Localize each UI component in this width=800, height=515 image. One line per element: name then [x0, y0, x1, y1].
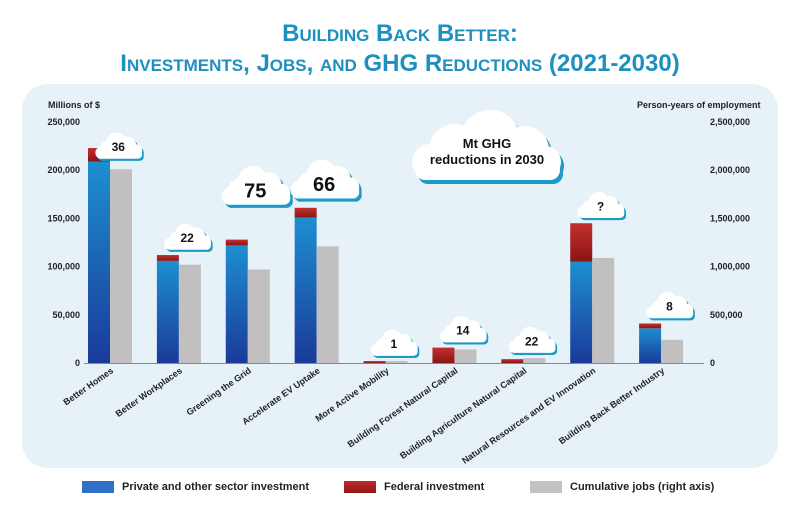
legend-jobs: Cumulative jobs (right axis)	[530, 478, 714, 496]
bar-private-0	[88, 161, 110, 363]
bar-jobs-0	[110, 169, 132, 363]
right-tick-label: 2,000,000	[710, 165, 750, 175]
ghg-cloud-2: 75	[221, 166, 293, 208]
bar-federal-2	[225, 239, 248, 246]
category-label: Natural Resources and EV Innovation	[460, 365, 597, 465]
category-label: Better Homes	[61, 365, 115, 407]
mt-ghg-text-line: Mt GHG	[463, 136, 511, 151]
bar-private-1	[156, 260, 179, 363]
legend-jobs-swatch	[530, 481, 562, 493]
right-tick-label: 0	[710, 358, 715, 368]
right-tick-label: 1,000,000	[710, 262, 750, 272]
category-label: Greening the Grid	[185, 365, 253, 417]
legend-federal-swatch	[344, 481, 376, 493]
bar-jobs-2	[247, 269, 270, 363]
ghg-cloud-1: 22	[164, 223, 213, 252]
bar-federal-8	[639, 323, 662, 329]
bar-private-7	[570, 261, 593, 363]
left-tick-label: 200,000	[47, 165, 80, 175]
legend-federal-label: Federal investment	[384, 481, 485, 493]
legend-private-label: Private and other sector investment	[122, 481, 310, 493]
ghg-label: ?	[597, 199, 604, 213]
legend-federal: Federal investment	[344, 478, 484, 496]
ghg-cloud-6: 22	[508, 326, 558, 356]
bar-jobs-5	[454, 349, 477, 363]
bar-federal-7	[570, 223, 593, 262]
bar-jobs-3	[316, 246, 339, 363]
left-tick-label: 250,000	[47, 117, 80, 127]
bar-jobs-1	[178, 264, 201, 363]
bar-jobs-4	[385, 361, 408, 363]
ghg-label: 66	[313, 174, 335, 196]
ghg-label: 75	[244, 180, 266, 202]
ghg-cloud-3: 66	[290, 159, 362, 202]
ghg-label: 36	[112, 140, 126, 154]
ghg-cloud-5: 14	[439, 315, 489, 345]
bar-jobs-8	[661, 339, 684, 363]
chart-panel	[22, 84, 778, 468]
ghg-cloud-4: 1	[370, 329, 420, 358]
legend-private-swatch	[82, 481, 114, 493]
bar-private-3	[294, 217, 317, 363]
ghg-label: 8	[666, 300, 673, 314]
legend-private: Private and other sector investment	[82, 478, 309, 496]
ghg-label: 14	[456, 324, 470, 338]
bar-federal-3	[294, 207, 317, 218]
bar-private-8	[639, 328, 662, 363]
bar-private-2	[225, 245, 248, 363]
bar-federal-6	[501, 359, 524, 363]
right-tick-label: 500,000	[710, 310, 743, 320]
right-axis-title: Person-years of employment	[637, 100, 761, 110]
ghg-cloud-8: 8	[646, 291, 695, 321]
left-tick-label: 50,000	[52, 310, 80, 320]
legend-jobs-label: Cumulative jobs (right axis)	[570, 481, 715, 493]
left-tick-label: 100,000	[47, 262, 80, 272]
ghg-label: 1	[391, 337, 398, 351]
bar-federal-5	[432, 347, 455, 363]
bar-federal-4	[363, 361, 386, 363]
chart-title-line1: Building Back Better:	[282, 20, 518, 47]
mt-ghg-text-line: reductions in 2030	[430, 152, 544, 167]
ghg-label: 22	[181, 231, 195, 245]
category-label: Building Agriculture Natural Capital	[398, 365, 528, 460]
chart-title-line2: Investments, Jobs, and GHG Reductions (2…	[120, 50, 680, 77]
right-tick-label: 1,500,000	[710, 213, 750, 223]
category-label: Better Workplaces	[114, 365, 184, 418]
category-label: Accelerate EV Uptake	[240, 365, 322, 426]
category-label: Building Forest Natural Capital	[346, 365, 460, 449]
ghg-label: 22	[525, 334, 539, 348]
left-axis-title: Millions of $	[48, 100, 101, 110]
ghg-cloud-7: ?	[577, 191, 627, 221]
ghg-cloud-0: 36	[95, 132, 144, 161]
left-tick-label: 0	[75, 358, 80, 368]
bar-jobs-7	[592, 257, 615, 363]
right-tick-label: 2,500,000	[710, 117, 750, 127]
bar-federal-1	[156, 255, 179, 261]
bar-jobs-6	[523, 358, 546, 363]
category-label: More Active Mobility	[314, 365, 391, 423]
left-tick-label: 150,000	[47, 213, 80, 223]
